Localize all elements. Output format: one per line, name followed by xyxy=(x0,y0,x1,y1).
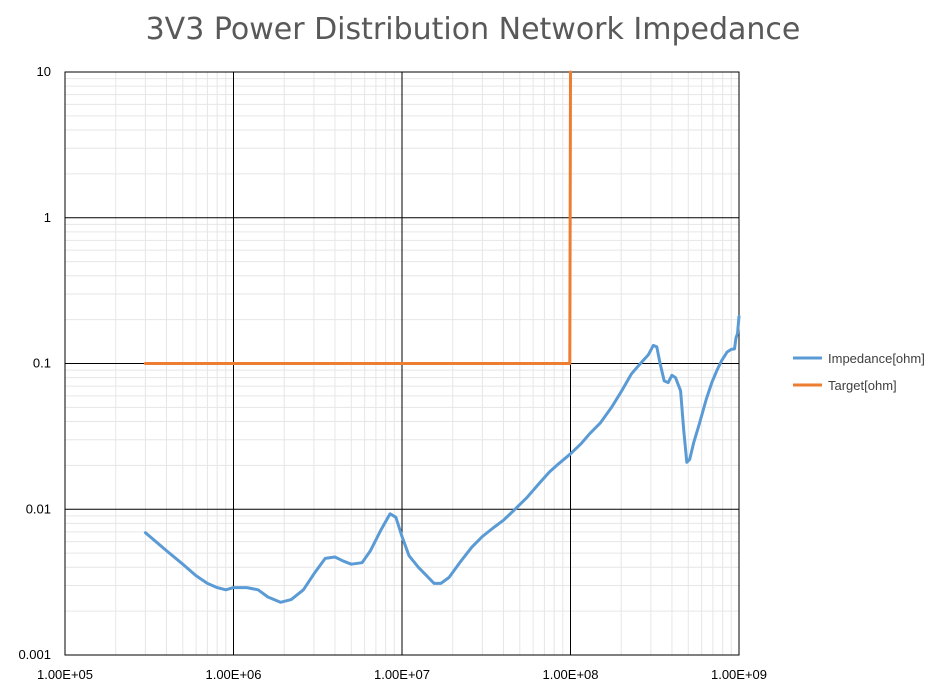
plot-border xyxy=(64,71,740,656)
legend-label: Target[ohm] xyxy=(828,378,897,393)
x-tick-label: 1.00E+05 xyxy=(37,667,93,682)
y-tick-label: 0.1 xyxy=(33,356,51,371)
series-line-impedance xyxy=(143,315,741,604)
y-tick-label: 0.001 xyxy=(18,647,51,662)
y-tick-label: 10 xyxy=(37,64,51,79)
x-tick-labels: 1.00E+05 1.00E+06 1.00E+07 1.00E+08 1.00E+09 xyxy=(37,667,767,682)
legend-label: Impedance[ohm] xyxy=(828,351,925,366)
y-tick-label: 0.01 xyxy=(26,501,51,516)
y-tick-labels: 0.001 0.01 0.1 1 10 xyxy=(18,64,51,662)
legend: Impedance[ohm] Target[ohm] xyxy=(793,351,925,393)
x-tick-label: 1.00E+09 xyxy=(711,667,767,682)
chart-title: 3V3 Power Distribution Network Impedance xyxy=(145,12,801,47)
y-tick-label: 1 xyxy=(44,210,51,225)
series-line-target xyxy=(143,70,572,365)
series-layer xyxy=(143,70,741,604)
x-tick-label: 1.00E+08 xyxy=(542,667,598,682)
x-tick-label: 1.00E+07 xyxy=(374,667,430,682)
x-tick-label: 1.00E+06 xyxy=(205,667,261,682)
